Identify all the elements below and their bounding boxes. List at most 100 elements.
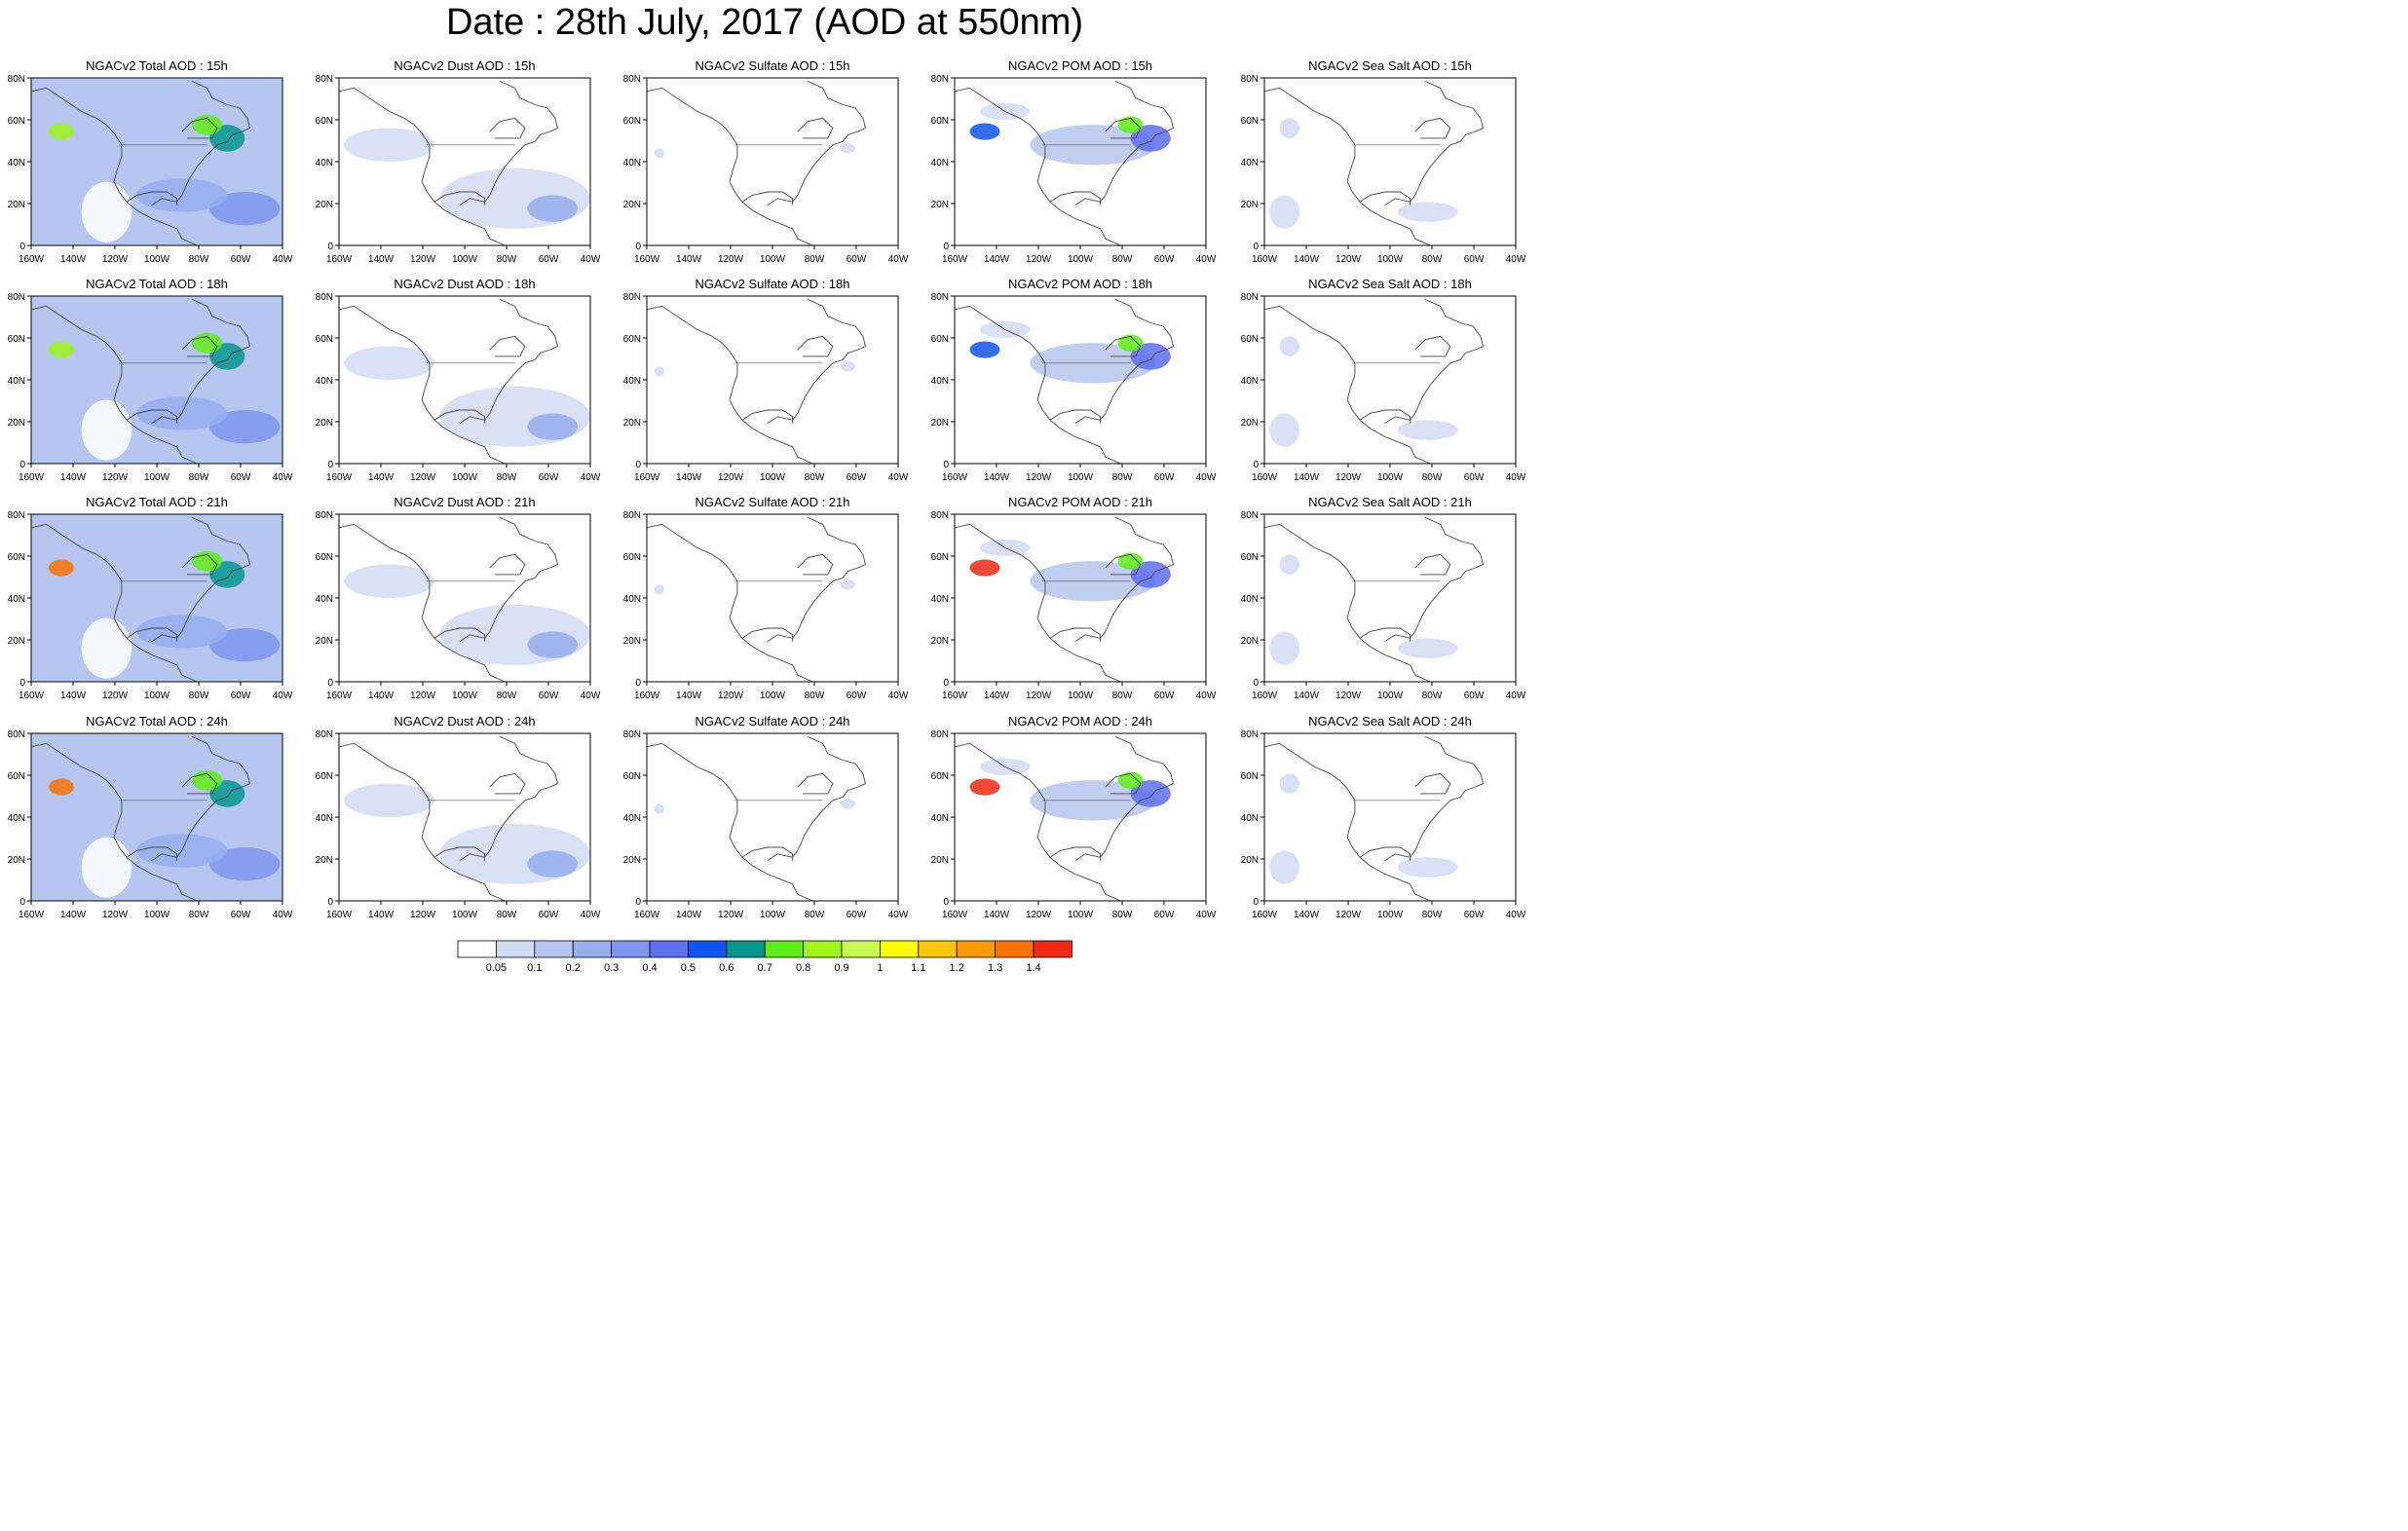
aod-field-blob xyxy=(344,783,435,817)
x-tick-label: 40W xyxy=(888,254,909,265)
y-tick-label: 60N xyxy=(623,334,641,345)
coastline xyxy=(181,117,218,139)
panel-title: NGACv2 Dust AOD : 24h xyxy=(394,714,535,728)
x-tick-label: 100W xyxy=(1377,691,1404,701)
y-tick-label: 60N xyxy=(931,552,949,563)
colorbar-cell xyxy=(495,940,536,958)
y-tick-label: 60N xyxy=(931,116,949,127)
y-tick-label: 80N xyxy=(8,292,25,303)
y-tick-label: 40N xyxy=(8,158,25,168)
panel-title: NGACv2 POM AOD : 24h xyxy=(1008,714,1152,728)
x-tick-label: 80W xyxy=(1422,254,1443,265)
coastline xyxy=(1359,627,1411,642)
aod-field-blob xyxy=(527,850,579,878)
y-tick-label: 0 xyxy=(635,897,641,908)
x-tick-label: 120W xyxy=(410,910,436,920)
y-tick-label: 40N xyxy=(931,813,949,824)
aod-field-blob xyxy=(209,409,281,444)
map-panel-dust-2: NGACv2 Dust AOD : 18h 0 20N 40N 60N 80N 160W 14… xyxy=(316,277,601,483)
aod-field-blob xyxy=(969,341,1000,358)
x-tick-label: 60W xyxy=(847,472,867,483)
x-tick-label: 60W xyxy=(539,910,559,920)
y-tick-label: 80N xyxy=(931,510,949,521)
x-tick-label: 40W xyxy=(1506,691,1526,701)
y-tick-label: 0 xyxy=(635,460,641,470)
x-tick-label: 160W xyxy=(19,910,45,920)
y-tick-label: 60N xyxy=(931,334,949,345)
colorbar-label: 0.1 xyxy=(527,962,542,974)
coastline xyxy=(181,772,218,795)
x-tick-label: 40W xyxy=(581,472,601,483)
aod-field-blob xyxy=(840,579,856,590)
x-tick-label: 40W xyxy=(581,691,601,701)
y-tick-label: 20N xyxy=(623,418,641,429)
x-tick-label: 120W xyxy=(1026,910,1052,920)
y-tick-label: 60N xyxy=(8,334,25,345)
y-tick-label: 40N xyxy=(316,158,333,168)
map-panel-seasalt-4: NGACv2 Sea Salt AOD : 24h 0 20N 40N 60N 80N 16… xyxy=(1241,714,1526,920)
y-tick-label: 80N xyxy=(8,729,25,740)
x-tick-label: 160W xyxy=(942,254,968,265)
coastline xyxy=(1263,87,1431,246)
y-tick-label: 80N xyxy=(1241,292,1259,303)
coastline xyxy=(1105,772,1142,795)
x-tick-label: 100W xyxy=(1068,472,1094,483)
aod-field-blob xyxy=(840,361,856,372)
colorbar-cell xyxy=(803,940,843,958)
x-tick-label: 160W xyxy=(634,472,660,483)
coastline xyxy=(1105,553,1142,576)
coastline xyxy=(338,742,506,902)
coastline xyxy=(1105,117,1142,139)
x-tick-label: 120W xyxy=(102,472,129,483)
x-tick-label: 140W xyxy=(60,910,87,920)
x-tick-label: 160W xyxy=(942,691,968,701)
x-tick-label: 120W xyxy=(102,910,129,920)
aod-field-blob xyxy=(1117,334,1144,352)
x-tick-label: 80W xyxy=(497,691,517,701)
x-tick-label: 40W xyxy=(273,691,293,701)
x-tick-label: 140W xyxy=(676,254,702,265)
aod-field-blob xyxy=(1269,413,1300,447)
aod-field-blob xyxy=(1279,773,1300,794)
coastline xyxy=(151,298,251,425)
x-tick-label: 40W xyxy=(1506,472,1526,483)
aod-field-blob xyxy=(527,631,579,658)
colorbar-label: 1.1 xyxy=(911,962,925,974)
y-tick-label: 20N xyxy=(1241,636,1259,647)
y-tick-label: 0 xyxy=(1253,460,1259,470)
map-panel-pom-3: NGACv2 POM AOD : 21h 0 20N 40N 60N 80N 160W 140… xyxy=(931,495,1217,701)
x-tick-label: 160W xyxy=(19,254,45,265)
x-tick-label: 100W xyxy=(1068,910,1094,920)
x-tick-label: 140W xyxy=(60,691,87,701)
x-tick-label: 140W xyxy=(984,691,1010,701)
aod-field-blob xyxy=(344,128,435,162)
panel-title: NGACv2 POM AOD : 15h xyxy=(1008,58,1152,73)
panel-title: NGACv2 Sea Salt AOD : 24h xyxy=(1308,714,1472,728)
coastline xyxy=(797,117,834,139)
x-tick-label: 140W xyxy=(368,472,395,483)
x-tick-label: 120W xyxy=(102,254,129,265)
x-tick-label: 80W xyxy=(1112,472,1133,483)
x-tick-label: 60W xyxy=(847,254,867,265)
aod-field-blob xyxy=(1279,118,1300,138)
y-tick-label: 0 xyxy=(19,460,25,470)
y-tick-label: 40N xyxy=(8,376,25,387)
y-tick-label: 60N xyxy=(316,334,333,345)
x-tick-label: 120W xyxy=(1336,910,1362,920)
coastline xyxy=(646,87,813,246)
y-tick-label: 0 xyxy=(1253,678,1259,689)
x-tick-label: 100W xyxy=(144,691,170,701)
y-tick-label: 60N xyxy=(1241,116,1259,127)
x-tick-label: 80W xyxy=(497,472,517,483)
coastline xyxy=(1049,627,1102,642)
colorbar-label: 0.05 xyxy=(486,962,507,974)
x-tick-label: 100W xyxy=(144,910,170,920)
colorbar-cell xyxy=(1033,940,1072,958)
y-tick-label: 80N xyxy=(623,292,641,303)
x-tick-label: 140W xyxy=(60,254,87,265)
coastline xyxy=(1384,735,1485,862)
map-panel-sulfate-1: NGACv2 Sulfate AOD : 15h 0 20N 40N 60N 80N 160… xyxy=(623,58,909,265)
panel-title: NGACv2 Sea Salt AOD : 18h xyxy=(1308,277,1472,291)
map-panel-total-2: NGACv2 Total AOD : 18h 0 20N 40N 60N 80N 160W 1… xyxy=(8,277,293,483)
x-tick-label: 160W xyxy=(326,691,353,701)
